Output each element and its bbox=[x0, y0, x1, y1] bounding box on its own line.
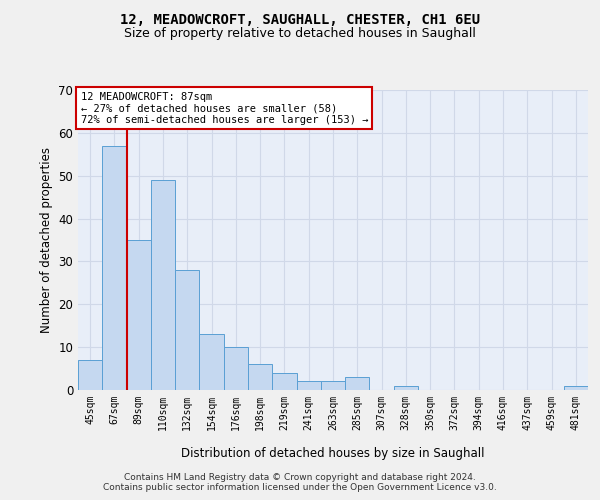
Y-axis label: Number of detached properties: Number of detached properties bbox=[40, 147, 53, 333]
Bar bbox=[175, 270, 199, 390]
Bar bbox=[394, 386, 418, 390]
Bar bbox=[272, 373, 296, 390]
Bar bbox=[102, 146, 127, 390]
Bar bbox=[296, 382, 321, 390]
Text: Contains public sector information licensed under the Open Government Licence v3: Contains public sector information licen… bbox=[103, 484, 497, 492]
Bar bbox=[224, 347, 248, 390]
Bar bbox=[564, 386, 588, 390]
Bar bbox=[127, 240, 151, 390]
Text: Size of property relative to detached houses in Saughall: Size of property relative to detached ho… bbox=[124, 28, 476, 40]
Text: Contains HM Land Registry data © Crown copyright and database right 2024.: Contains HM Land Registry data © Crown c… bbox=[124, 472, 476, 482]
Bar bbox=[248, 364, 272, 390]
Text: Distribution of detached houses by size in Saughall: Distribution of detached houses by size … bbox=[181, 448, 485, 460]
Bar bbox=[321, 382, 345, 390]
Text: 12, MEADOWCROFT, SAUGHALL, CHESTER, CH1 6EU: 12, MEADOWCROFT, SAUGHALL, CHESTER, CH1 … bbox=[120, 12, 480, 26]
Bar bbox=[78, 360, 102, 390]
Bar bbox=[345, 377, 370, 390]
Bar bbox=[199, 334, 224, 390]
Text: 12 MEADOWCROFT: 87sqm
← 27% of detached houses are smaller (58)
72% of semi-deta: 12 MEADOWCROFT: 87sqm ← 27% of detached … bbox=[80, 92, 368, 124]
Bar bbox=[151, 180, 175, 390]
